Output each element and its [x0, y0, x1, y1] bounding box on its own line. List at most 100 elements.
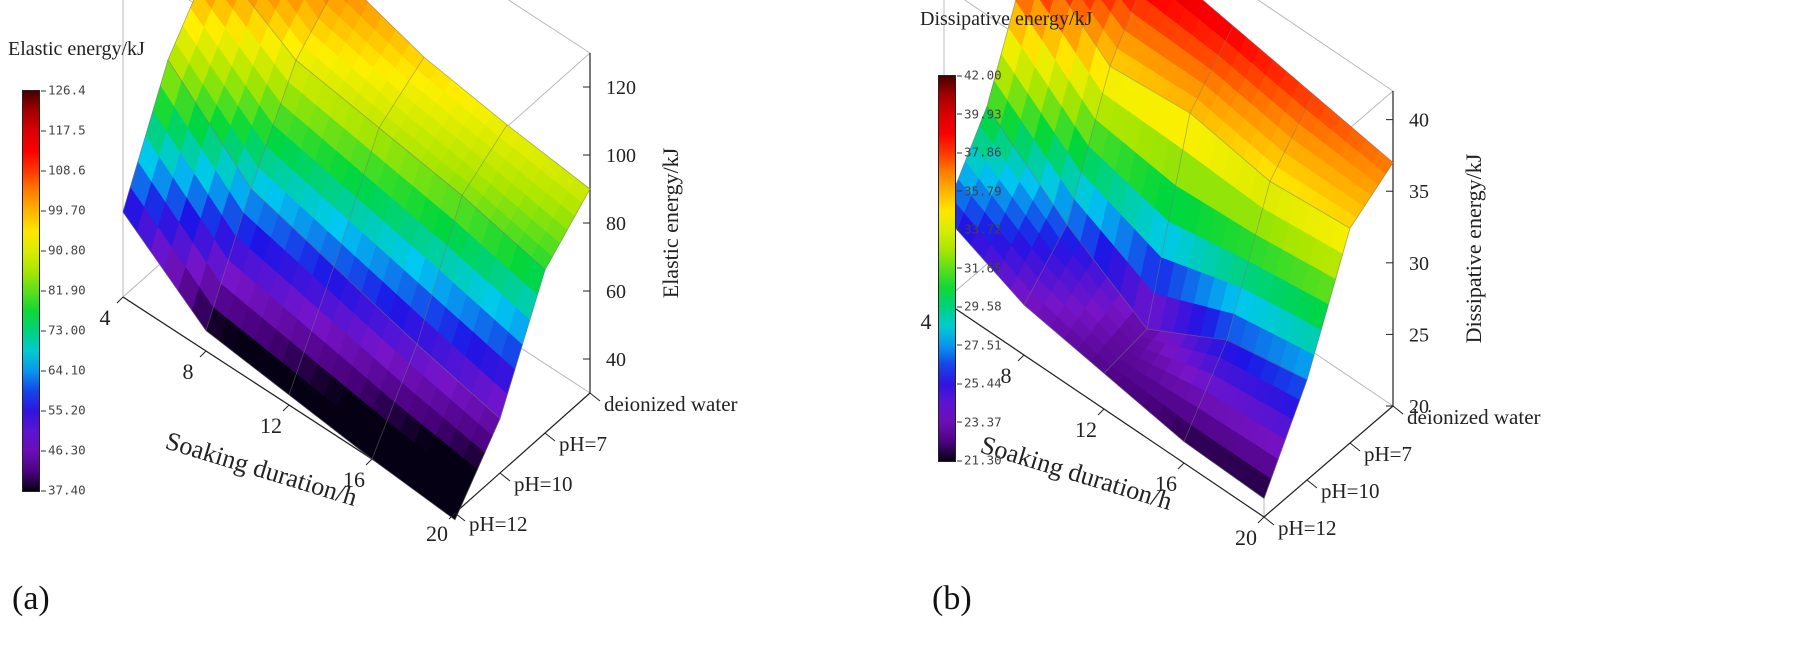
- colorbar-tick-label: 31.65: [957, 260, 1002, 275]
- x-tick-label: 12: [1075, 417, 1097, 442]
- x-tick-label: 16: [1155, 471, 1177, 496]
- x-axis-label: Soaking duration/h: [162, 426, 360, 512]
- surface-patch: [1146, 0, 1154, 5]
- surface-patch: [1039, 0, 1054, 15]
- colorbar-tick-label: 37.40: [41, 482, 86, 498]
- y-tick-label: pH=7: [1364, 442, 1412, 466]
- surface-patch: [204, 0, 216, 10]
- y-axis-line: [454, 392, 591, 514]
- surface-patch: [267, 0, 281, 11]
- z-tick-label: 25: [1409, 324, 1429, 346]
- x-tick-mark: [199, 350, 207, 358]
- x-tick-label: 8: [1001, 363, 1012, 388]
- x-tick-mark: [1017, 354, 1025, 362]
- x-tick-mark: [116, 296, 124, 304]
- colorbar-tick-label: 108.6: [41, 162, 86, 178]
- surface: [943, 0, 1394, 499]
- x-tick-label: 20: [426, 521, 448, 546]
- y-tick-mark: [1349, 442, 1361, 452]
- colorbar-ticks-b: 42.00 39.93 37.86 35.79 33.72 31.65 29.58 27.51…: [957, 68, 1024, 468]
- z-tick-label: 30: [1409, 253, 1429, 275]
- z-tick-label: 80: [606, 213, 626, 235]
- colorbar-tick-label: 33.72: [957, 221, 1002, 237]
- z-tick-label: 60: [606, 281, 626, 303]
- x-tick-label: 12: [260, 413, 282, 438]
- mesh-line: [943, 0, 1017, 216]
- colorbar-tick-label: 35.79: [957, 183, 1002, 198]
- y-tick-label: pH=10: [514, 472, 573, 496]
- box-edge: [1257, 0, 1394, 92]
- surface-patch: [1175, 0, 1190, 9]
- x-tick-label: 4: [921, 309, 932, 334]
- colorbar-tick-label: 29.58: [957, 298, 1002, 314]
- x-tick-label: 16: [343, 467, 365, 492]
- colorbar-b: [938, 75, 956, 462]
- surface-plot-a: 4 8 12 16 20 Soaking duration/h pH=12 pH=10 pH=7…: [100, 0, 738, 546]
- colorbar-tick-label: 99.70: [41, 202, 86, 218]
- z-tick-label: 100: [606, 145, 636, 167]
- colorbar-ticks-a: 126.4 117.5 108.6 99.70 90.80 81.90 73.00 64.10…: [41, 83, 108, 498]
- x-tick-mark: [1257, 516, 1265, 524]
- colorbar-tick-label: 81.90: [41, 282, 86, 298]
- z-axis-label: Dissipative energy/kJ: [1461, 153, 1486, 343]
- colorbar-title-b: Dissipative energy/kJ: [920, 8, 1093, 30]
- colorbar-tick-label: 117.5: [41, 122, 86, 138]
- y-tick-label: pH=12: [469, 512, 528, 536]
- mesh-line: [205, 0, 329, 331]
- x-tick-label: 8: [183, 359, 194, 384]
- colorbar-tick-label: 25.44: [957, 375, 1002, 391]
- panel-label-a: (a): [12, 580, 50, 617]
- colorbar-tick-label: 126.4: [41, 82, 86, 98]
- mesh-line: [1023, 0, 1137, 306]
- z-axis-label: Elastic energy/kJ: [658, 147, 683, 298]
- x-tick-mark: [365, 458, 373, 466]
- surface-patch: [343, 0, 350, 4]
- y-tick-mark: [544, 432, 556, 442]
- z-tick-label: 35: [1409, 181, 1429, 203]
- box-edge: [507, 0, 591, 54]
- surface-patch: [1015, 0, 1035, 22]
- colorbar-tick-label: 39.93: [957, 106, 1002, 121]
- colorbar-tick-label: 23.37: [957, 414, 1002, 429]
- x-tick-label: 20: [1235, 525, 1257, 550]
- colorbar-tick-label: 37.86: [957, 144, 1002, 160]
- x-tick-mark: [282, 404, 290, 412]
- surface-patch: [287, 0, 305, 14]
- surface: [122, 0, 591, 521]
- mesh-line: [1263, 162, 1394, 499]
- x-tick-mark: [448, 512, 456, 520]
- y-tick-mark: [1306, 479, 1318, 489]
- mesh-line: [1103, 25, 1234, 374]
- mesh-line: [371, 124, 508, 460]
- y-tick-mark: [1263, 516, 1275, 526]
- z-tick-label: 120: [606, 77, 636, 99]
- z-tick-label: 40: [606, 349, 626, 371]
- colorbar-tick-label: 42.00: [957, 67, 1002, 83]
- x-tick-mark: [1177, 462, 1185, 470]
- y-tick-label: pH=7: [559, 432, 607, 456]
- y-tick-mark: [454, 512, 466, 522]
- colorbar-title-a: Elastic energy/kJ: [8, 38, 145, 60]
- y-tick-mark: [499, 472, 511, 482]
- x-tick-label: 4: [100, 305, 111, 330]
- y-tick-label: pH=10: [1321, 479, 1380, 503]
- surface-patch: [322, 0, 329, 5]
- colorbar-tick-label: 73.00: [41, 322, 86, 338]
- colorbar-a: [22, 90, 40, 492]
- y-tick-label: deionized water: [604, 392, 738, 416]
- colorbar-tick-label: 55.20: [41, 402, 86, 418]
- colorbar-tick-label: 21.30: [957, 452, 1002, 468]
- mesh-line: [1183, 94, 1314, 442]
- y-tick-mark: [589, 392, 601, 402]
- mesh-line: [288, 56, 425, 395]
- colorbar-tick-label: 90.80: [41, 242, 86, 258]
- surface-patch: [225, 0, 238, 10]
- y-tick-label: pH=12: [1278, 516, 1337, 540]
- y-tick-mark: [1392, 405, 1404, 415]
- surface-patch: [1101, 0, 1117, 13]
- mesh-line: [122, 0, 195, 213]
- chart-panel-a: 4 8 12 16 20 Soaking duration/h pH=12 pH=10 pH=7…: [8, 0, 738, 617]
- panel-label-b: (b): [932, 580, 972, 617]
- chart-panel-b: 4 8 12 16 20 Soaking duration/h pH=12 pH=10 pH=7…: [904, 0, 1808, 652]
